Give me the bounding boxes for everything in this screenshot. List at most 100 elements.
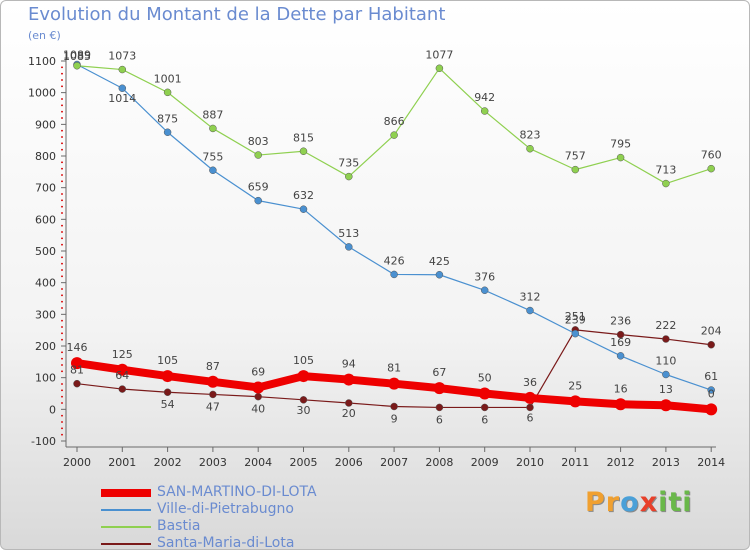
data-point: [252, 381, 265, 394]
data-label: 105: [157, 354, 178, 367]
data-point: [616, 330, 625, 339]
data-point: [299, 147, 308, 155]
data-label: 110: [655, 355, 676, 368]
y-minor-tick: [61, 433, 63, 436]
data-point: [73, 62, 81, 70]
x-tick-label: 2002: [154, 456, 182, 469]
data-point: [297, 370, 310, 383]
y-tick-label: 400: [35, 277, 56, 290]
y-tick-label: 700: [35, 182, 56, 195]
data-label: 312: [520, 291, 541, 304]
data-label: 0: [708, 387, 715, 400]
data-point: [524, 391, 536, 404]
data-label: 875: [157, 112, 178, 125]
data-point: [209, 390, 217, 399]
y-minor-tick: [61, 110, 63, 113]
data-point: [707, 386, 715, 394]
data-label: 735: [338, 157, 359, 170]
y-minor-tick: [61, 212, 63, 214]
data-point: [569, 395, 582, 408]
data-label: 803: [248, 135, 269, 148]
data-point: [118, 84, 127, 92]
data-point: [480, 403, 489, 412]
data-label: 94: [342, 358, 356, 371]
data-point: [662, 335, 670, 343]
data-point: [299, 205, 308, 213]
legend-swatch: [101, 489, 151, 497]
y-minor-tick: [61, 167, 63, 170]
data-point: [390, 402, 398, 411]
data-label: 81: [387, 362, 401, 375]
y-tick-label: 1100: [28, 55, 56, 68]
data-point: [614, 398, 627, 411]
x-tick-label: 2009: [471, 456, 499, 469]
data-point: [299, 396, 308, 404]
data-label: 6: [436, 413, 443, 426]
data-point: [435, 271, 444, 279]
proxiti-logo: Proxiti: [585, 487, 693, 518]
y-minor-tick: [61, 427, 63, 430]
data-point: [526, 306, 534, 315]
x-tick-label: 2003: [199, 456, 227, 469]
y-tick-label: 0: [49, 403, 56, 416]
data-label: 659: [248, 181, 269, 194]
data-label: 236: [610, 315, 631, 328]
x-tick-label: 2014: [697, 456, 725, 469]
data-label: 16: [614, 382, 628, 395]
y-minor-tick: [61, 205, 63, 208]
y-tick-label: 200: [35, 340, 56, 353]
data-label: 1001: [154, 72, 182, 85]
data-label: 87: [206, 360, 220, 373]
y-minor-tick: [61, 161, 63, 164]
data-label: 64: [115, 369, 129, 382]
y-minor-tick: [61, 351, 63, 354]
chart-title: Evolution du Montant de la Dette par Hab…: [28, 4, 446, 25]
data-label: 1073: [108, 50, 136, 63]
data-point: [116, 363, 129, 376]
data-point: [480, 286, 489, 295]
y-minor-tick: [61, 193, 63, 195]
data-label: 815: [293, 131, 314, 144]
y-minor-tick: [61, 262, 63, 265]
y-minor-tick: [61, 389, 63, 392]
series-0: [71, 357, 718, 416]
y-minor-tick: [61, 383, 63, 385]
y-tick-label: 500: [35, 245, 56, 258]
data-label: 1089: [63, 48, 91, 61]
data-point: [345, 172, 353, 181]
data-label: 757: [565, 150, 586, 163]
y-tick-label: 100: [35, 372, 56, 385]
data-label: 942: [474, 91, 495, 104]
y-minor-tick: [61, 370, 63, 373]
y-minor-tick: [61, 129, 63, 132]
data-point: [73, 379, 81, 388]
y-minor-tick: [61, 174, 63, 176]
y-minor-tick: [61, 136, 63, 138]
data-label: 425: [429, 255, 450, 268]
data-label: 6: [527, 411, 534, 424]
data-label: 251: [565, 310, 586, 323]
data-label: 632: [293, 189, 314, 202]
x-tick-label: 2011: [561, 456, 589, 469]
data-point: [254, 392, 262, 401]
legend-label: Santa-Maria-di-Lota: [157, 535, 295, 550]
legend-label: Ville-di-Pietrabugno: [157, 501, 294, 517]
data-point: [388, 377, 401, 390]
y-tick-label: 800: [35, 150, 56, 163]
data-label: 69: [251, 365, 265, 378]
data-label: 222: [655, 319, 676, 332]
data-point: [707, 340, 715, 349]
y-minor-tick: [61, 300, 63, 303]
legend-swatch: [101, 509, 151, 511]
y-minor-tick: [61, 243, 63, 246]
data-label: 36: [523, 376, 537, 389]
y-minor-tick: [61, 142, 63, 145]
y-minor-tick: [61, 199, 63, 202]
data-point: [342, 373, 355, 386]
data-point: [163, 388, 172, 396]
data-point: [71, 357, 83, 370]
y-minor-ticks: [61, 66, 63, 436]
data-label: 54: [161, 398, 175, 411]
